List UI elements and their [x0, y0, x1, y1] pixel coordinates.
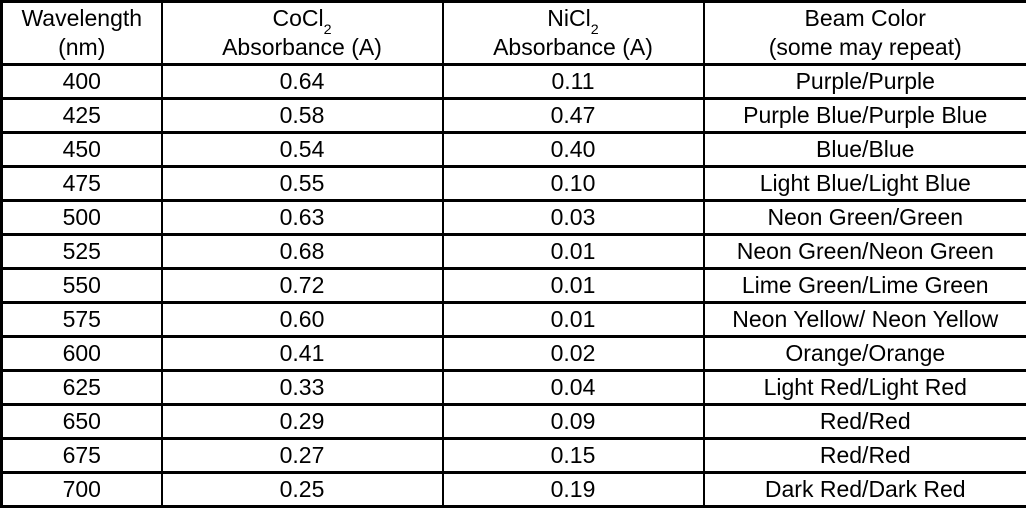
table-row: 425 0.58 0.47 Purple Blue/Purple Blue — [2, 99, 1026, 133]
cell-nicl2-absorbance: 0.09 — [443, 405, 704, 439]
cell-cocl2-absorbance: 0.64 — [162, 65, 443, 99]
cell-beam-color: Purple/Purple — [704, 65, 1026, 99]
column-title: Wavelength — [3, 4, 161, 33]
cell-cocl2-absorbance: 0.33 — [162, 371, 443, 405]
table-row: 625 0.33 0.04 Light Red/Light Red — [2, 371, 1026, 405]
cell-nicl2-absorbance: 0.01 — [443, 269, 704, 303]
cell-beam-color: Red/Red — [704, 439, 1026, 473]
table-row: 700 0.25 0.19 Dark Red/Dark Red — [2, 473, 1026, 507]
cell-wavelength: 600 — [2, 337, 162, 371]
table-row: 600 0.41 0.02 Orange/Orange — [2, 337, 1026, 371]
cell-beam-color: Lime Green/Lime Green — [704, 269, 1026, 303]
cell-wavelength: 650 — [2, 405, 162, 439]
cell-nicl2-absorbance: 0.03 — [443, 201, 704, 235]
cell-cocl2-absorbance: 0.58 — [162, 99, 443, 133]
cell-wavelength: 675 — [2, 439, 162, 473]
cell-cocl2-absorbance: 0.55 — [162, 167, 443, 201]
cell-cocl2-absorbance: 0.72 — [162, 269, 443, 303]
table-row: 575 0.60 0.01 Neon Yellow/ Neon Yellow — [2, 303, 1026, 337]
cell-wavelength: 475 — [2, 167, 162, 201]
column-title: CoCl2 — [163, 4, 442, 33]
cell-nicl2-absorbance: 0.11 — [443, 65, 704, 99]
cell-cocl2-absorbance: 0.63 — [162, 201, 443, 235]
cell-nicl2-absorbance: 0.47 — [443, 99, 704, 133]
column-subtitle: Absorbance (A) — [163, 33, 442, 62]
column-header-wavelength: Wavelength (nm) — [2, 2, 162, 65]
cell-wavelength: 550 — [2, 269, 162, 303]
table-body: 400 0.64 0.11 Purple/Purple 425 0.58 0.4… — [2, 65, 1026, 507]
cell-cocl2-absorbance: 0.54 — [162, 133, 443, 167]
table-row: 675 0.27 0.15 Red/Red — [2, 439, 1026, 473]
cell-wavelength: 625 — [2, 371, 162, 405]
subscript: 2 — [324, 22, 332, 38]
cell-nicl2-absorbance: 0.15 — [443, 439, 704, 473]
cell-cocl2-absorbance: 0.25 — [162, 473, 443, 507]
cell-nicl2-absorbance: 0.01 — [443, 235, 704, 269]
cell-nicl2-absorbance: 0.10 — [443, 167, 704, 201]
cell-beam-color: Neon Green/Green — [704, 201, 1026, 235]
cell-beam-color: Light Red/Light Red — [704, 371, 1026, 405]
table-row: 450 0.54 0.40 Blue/Blue — [2, 133, 1026, 167]
cell-beam-color: Purple Blue/Purple Blue — [704, 99, 1026, 133]
table-header-row: Wavelength (nm) CoCl2 Absorbance (A) NiC… — [2, 2, 1026, 65]
cell-nicl2-absorbance: 0.19 — [443, 473, 704, 507]
cell-nicl2-absorbance: 0.40 — [443, 133, 704, 167]
column-title: NiCl2 — [444, 4, 703, 33]
table-row: 475 0.55 0.10 Light Blue/Light Blue — [2, 167, 1026, 201]
cell-cocl2-absorbance: 0.41 — [162, 337, 443, 371]
cell-beam-color: Neon Green/Neon Green — [704, 235, 1026, 269]
cell-cocl2-absorbance: 0.60 — [162, 303, 443, 337]
column-subtitle: Absorbance (A) — [444, 33, 703, 62]
cell-beam-color: Dark Red/Dark Red — [704, 473, 1026, 507]
cell-wavelength: 700 — [2, 473, 162, 507]
cell-beam-color: Blue/Blue — [704, 133, 1026, 167]
column-subtitle: (nm) — [3, 33, 161, 62]
cell-beam-color: Orange/Orange — [704, 337, 1026, 371]
column-subtitle: (some may repeat) — [705, 33, 1026, 62]
cell-beam-color: Light Blue/Light Blue — [704, 167, 1026, 201]
cell-cocl2-absorbance: 0.27 — [162, 439, 443, 473]
cell-wavelength: 575 — [2, 303, 162, 337]
cell-cocl2-absorbance: 0.29 — [162, 405, 443, 439]
column-title: Beam Color — [705, 4, 1026, 33]
table-row: 650 0.29 0.09 Red/Red — [2, 405, 1026, 439]
column-header-nicl2-absorbance: NiCl2 Absorbance (A) — [443, 2, 704, 65]
column-header-beam-color: Beam Color (some may repeat) — [704, 2, 1026, 65]
cell-wavelength: 450 — [2, 133, 162, 167]
table-header: Wavelength (nm) CoCl2 Absorbance (A) NiC… — [2, 2, 1026, 65]
cell-wavelength: 525 — [2, 235, 162, 269]
table-row: 400 0.64 0.11 Purple/Purple — [2, 65, 1026, 99]
cell-wavelength: 500 — [2, 201, 162, 235]
cell-nicl2-absorbance: 0.02 — [443, 337, 704, 371]
cell-wavelength: 425 — [2, 99, 162, 133]
cell-nicl2-absorbance: 0.04 — [443, 371, 704, 405]
table-row: 525 0.68 0.01 Neon Green/Neon Green — [2, 235, 1026, 269]
cell-beam-color: Neon Yellow/ Neon Yellow — [704, 303, 1026, 337]
cell-wavelength: 400 — [2, 65, 162, 99]
cell-beam-color: Red/Red — [704, 405, 1026, 439]
cell-cocl2-absorbance: 0.68 — [162, 235, 443, 269]
table-row: 500 0.63 0.03 Neon Green/Green — [2, 201, 1026, 235]
column-header-cocl2-absorbance: CoCl2 Absorbance (A) — [162, 2, 443, 65]
cell-nicl2-absorbance: 0.01 — [443, 303, 704, 337]
subscript: 2 — [591, 22, 599, 38]
table-row: 550 0.72 0.01 Lime Green/Lime Green — [2, 269, 1026, 303]
